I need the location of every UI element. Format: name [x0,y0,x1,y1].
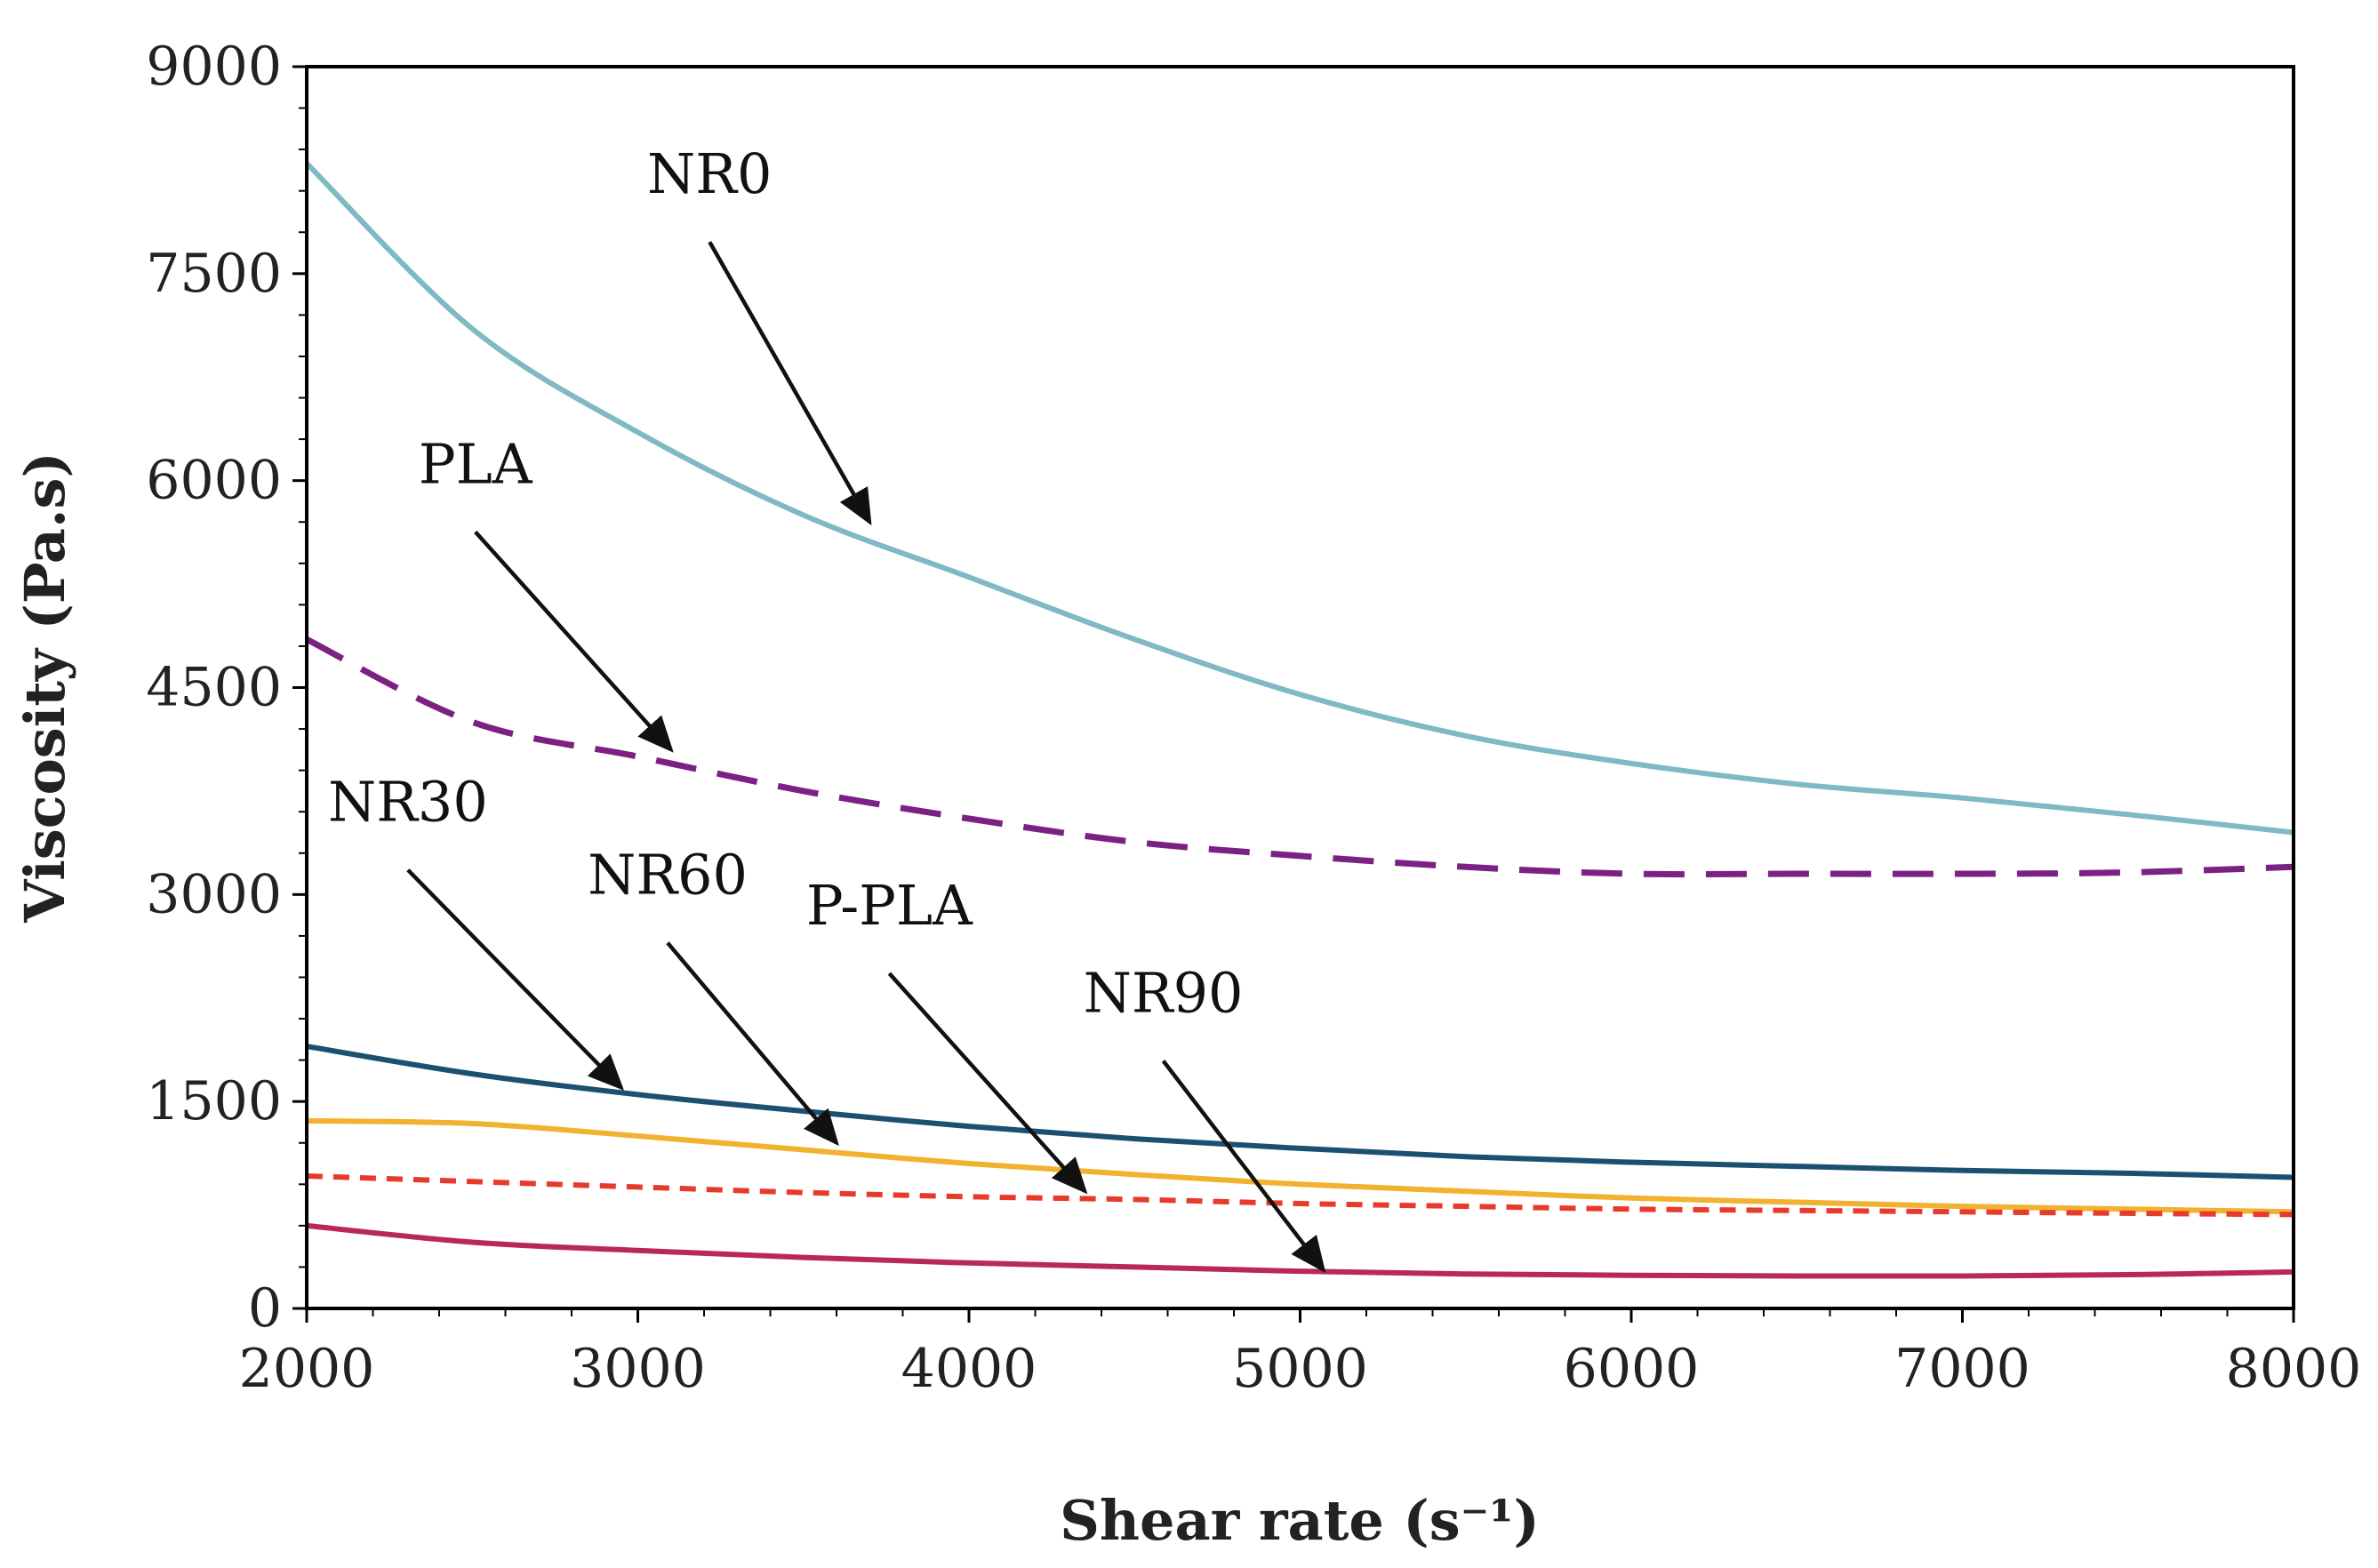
x-tick-label: 5000 [1232,1338,1368,1400]
x-axis-title: Shear rate (s⁻¹) [1060,1488,1540,1553]
series-line-nr30 [306,1044,2294,1180]
annotation-arrow-nr90 [1161,1060,1326,1274]
annotation-arrow-pla [474,530,674,753]
y-tick-label: 6000 [146,450,282,512]
series-line-nr60 [306,1117,2294,1215]
y-tick-label: 0 [248,1277,282,1340]
y-tick-label: 9000 [146,36,282,98]
x-tick-label: 7000 [1894,1338,2030,1400]
annotation-label-pla: PLA [419,431,533,496]
annotations: NR0 PLA NR30 NR60 P-PLA NR90 [328,141,1326,1274]
y-tick-label: 7500 [146,243,282,305]
annotation-arrow-p-pla [887,972,1088,1195]
annotation-label-nr30: NR30 [328,770,488,835]
x-tick-label: 4000 [901,1338,1037,1400]
annotation-label-nr90: NR90 [1084,961,1244,1026]
series-group [304,161,2294,1279]
x-tick-label: 3000 [570,1338,706,1400]
annotation-label-nr0: NR0 [647,141,772,206]
x-tick-label: 6000 [1564,1338,1700,1400]
annotation-label-p-pla: P-PLA [806,873,973,938]
plot-frame [305,65,2295,1310]
series-line-nr0 [304,161,2294,836]
x-tick-label: 8000 [2226,1338,2362,1400]
y-tick-label: 4500 [146,657,282,719]
series-line-pla [305,636,2294,878]
series-line-nr90 [306,1222,2294,1279]
annotation-label-nr60: NR60 [588,843,748,908]
annotation-arrow-nr0 [708,241,872,526]
y-axis-title: Viscosity (Pa.s) [12,452,77,924]
y-tick-label: 1500 [146,1070,282,1132]
annotation-arrow-nr30 [406,868,625,1091]
series-line-p-pla [306,1173,2294,1218]
x-tick-label: 2000 [239,1338,375,1400]
axes-ticks: 0 1500 3000 4500 6000 7500 9000 2000 3000 4000 500… [146,36,2361,1400]
annotation-arrow-nr60 [666,941,839,1147]
y-tick-label: 3000 [146,863,282,925]
